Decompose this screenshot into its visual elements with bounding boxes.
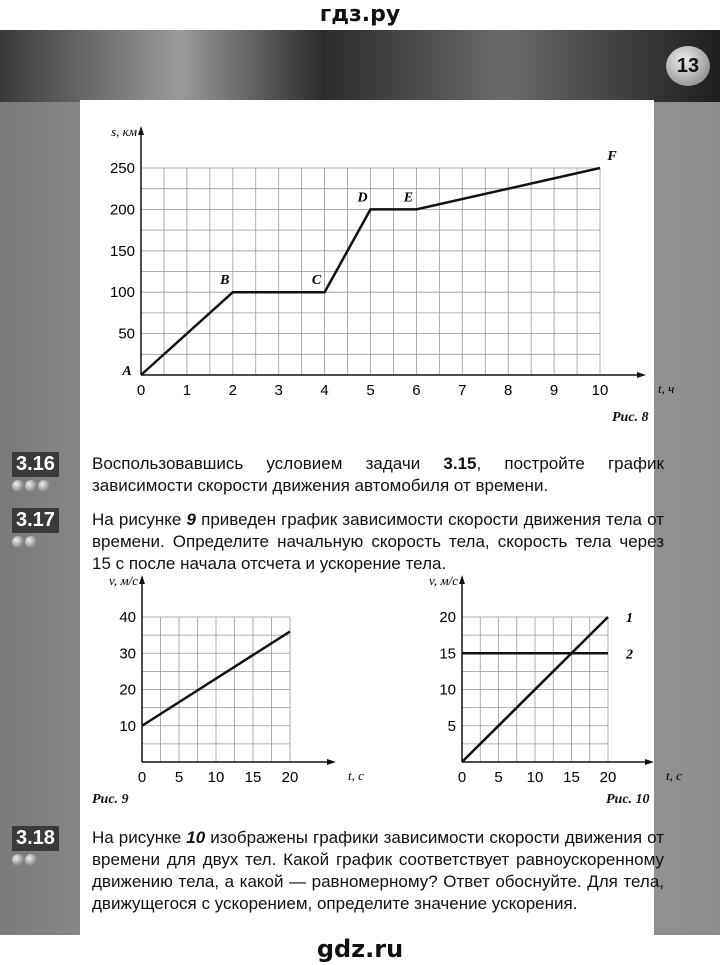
x-tick-label: 9 [550,382,558,399]
problem-text: На рисунке 9 приведен график зависимости… [92,509,664,575]
problem-number: 3.18 [12,826,66,867]
y-tick-label: 200 [110,201,135,218]
reference: 3.15 [443,454,477,473]
difficulty-dots [12,479,66,493]
y-tick-label: 15 [439,645,456,662]
x-tick-label: 15 [245,769,262,786]
caption-fig8: Рис. 8 [612,410,649,425]
problem-text: На рисунке 10 изображены графики зависим… [92,827,664,915]
text: приведен график зависимости скорости дви… [92,510,664,573]
watermark-bottom: gdz.ru [0,935,720,965]
problem-number-label: 3.18 [12,826,59,851]
x-axis-arrow-icon [637,372,646,378]
problem-number-label: 3.16 [12,452,59,477]
y-tick-label: 50 [118,326,135,343]
point-label: B [219,273,229,288]
x-tick-label: 15 [563,769,580,786]
y-tick-label: 250 [110,160,135,177]
point-label: C [312,273,322,288]
watermark-top: гдз.ру [319,2,401,27]
y-tick-label: 150 [110,243,135,260]
x-tick-label: 0 [137,382,145,399]
caption-fig9: Рис. 9 [92,792,129,807]
y-tick-label: 5 [448,718,456,735]
y-tick-label: 20 [119,682,136,699]
point-label: E [403,190,413,205]
x-axis-arrow-icon [645,759,654,765]
y-tick-label: 10 [119,718,136,735]
x-tick-label: 20 [282,769,299,786]
x-tick-label: 0 [458,769,466,786]
page [80,100,654,935]
text: Воспользовавшись условием задачи [92,454,444,473]
y-axis-label: v, м/с [429,573,458,588]
x-tick-label: 5 [175,769,183,786]
x-tick-label: 20 [600,769,617,786]
y-tick-label: 100 [110,284,135,301]
problem-number: 3.17 [12,508,66,549]
reference: 10 [186,828,206,847]
x-tick-label: 3 [275,382,283,399]
difficulty-dot-icon [12,854,24,866]
y-tick-label: 40 [119,609,136,626]
difficulty-dot-icon [38,480,50,492]
x-tick-label: 8 [504,382,512,399]
x-tick-label: 5 [366,382,374,399]
difficulty-dots [12,853,66,867]
series-line [141,630,291,727]
y-axis-arrow-icon [139,575,145,584]
page-number: 13 [666,46,710,86]
x-axis-arrow-icon [327,759,336,765]
x-axis-label: t, с [348,768,364,783]
y-tick-label: 30 [119,645,136,662]
x-tick-label: 5 [494,769,502,786]
x-tick-label: 1 [183,382,191,399]
text: изображены графики зависимости скорости … [92,828,664,913]
series-label: 1 [626,611,633,626]
point-label: D [356,190,367,205]
text: , постройте график зависимости скорости … [92,454,664,495]
x-tick-label: 4 [320,382,328,399]
y-axis-label: v, м/с [109,573,138,588]
x-axis-label: t, с [666,768,682,783]
point-label: F [606,149,617,164]
caption-fig10: Рис. 10 [606,792,650,807]
difficulty-dot-icon [25,536,37,548]
difficulty-dot-icon [25,854,37,866]
problem-number: 3.16 [12,452,66,493]
y-tick-label: 10 [439,682,456,699]
series-line [140,166,601,376]
difficulty-dot-icon [12,480,24,492]
x-tick-label: 6 [412,382,420,399]
y-axis-label: s, км [111,124,137,139]
series-label: 2 [625,647,633,662]
difficulty-dot-icon [12,536,24,548]
difficulty-dot-icon [25,480,37,492]
point-label: A [121,364,131,379]
text: На рисунке [92,828,187,847]
x-tick-label: 2 [229,382,237,399]
y-tick-label: 20 [439,609,456,626]
difficulty-dots [12,535,66,549]
y-axis-arrow-icon [138,126,144,135]
header-banner [0,30,720,102]
text: На рисунке [92,510,187,529]
x-tick-label: 10 [592,382,609,399]
x-axis-label: t, ч [658,381,674,396]
series-line [461,616,609,763]
x-tick-label: 7 [458,382,466,399]
reference: 9 [186,510,196,529]
x-tick-label: 0 [138,769,146,786]
x-tick-label: 10 [208,769,225,786]
problem-text: Воспользовавшись условием задачи 3.15, п… [92,453,664,497]
x-tick-label: 10 [527,769,544,786]
y-axis-arrow-icon [459,575,465,584]
problem-number-label: 3.17 [12,508,59,533]
